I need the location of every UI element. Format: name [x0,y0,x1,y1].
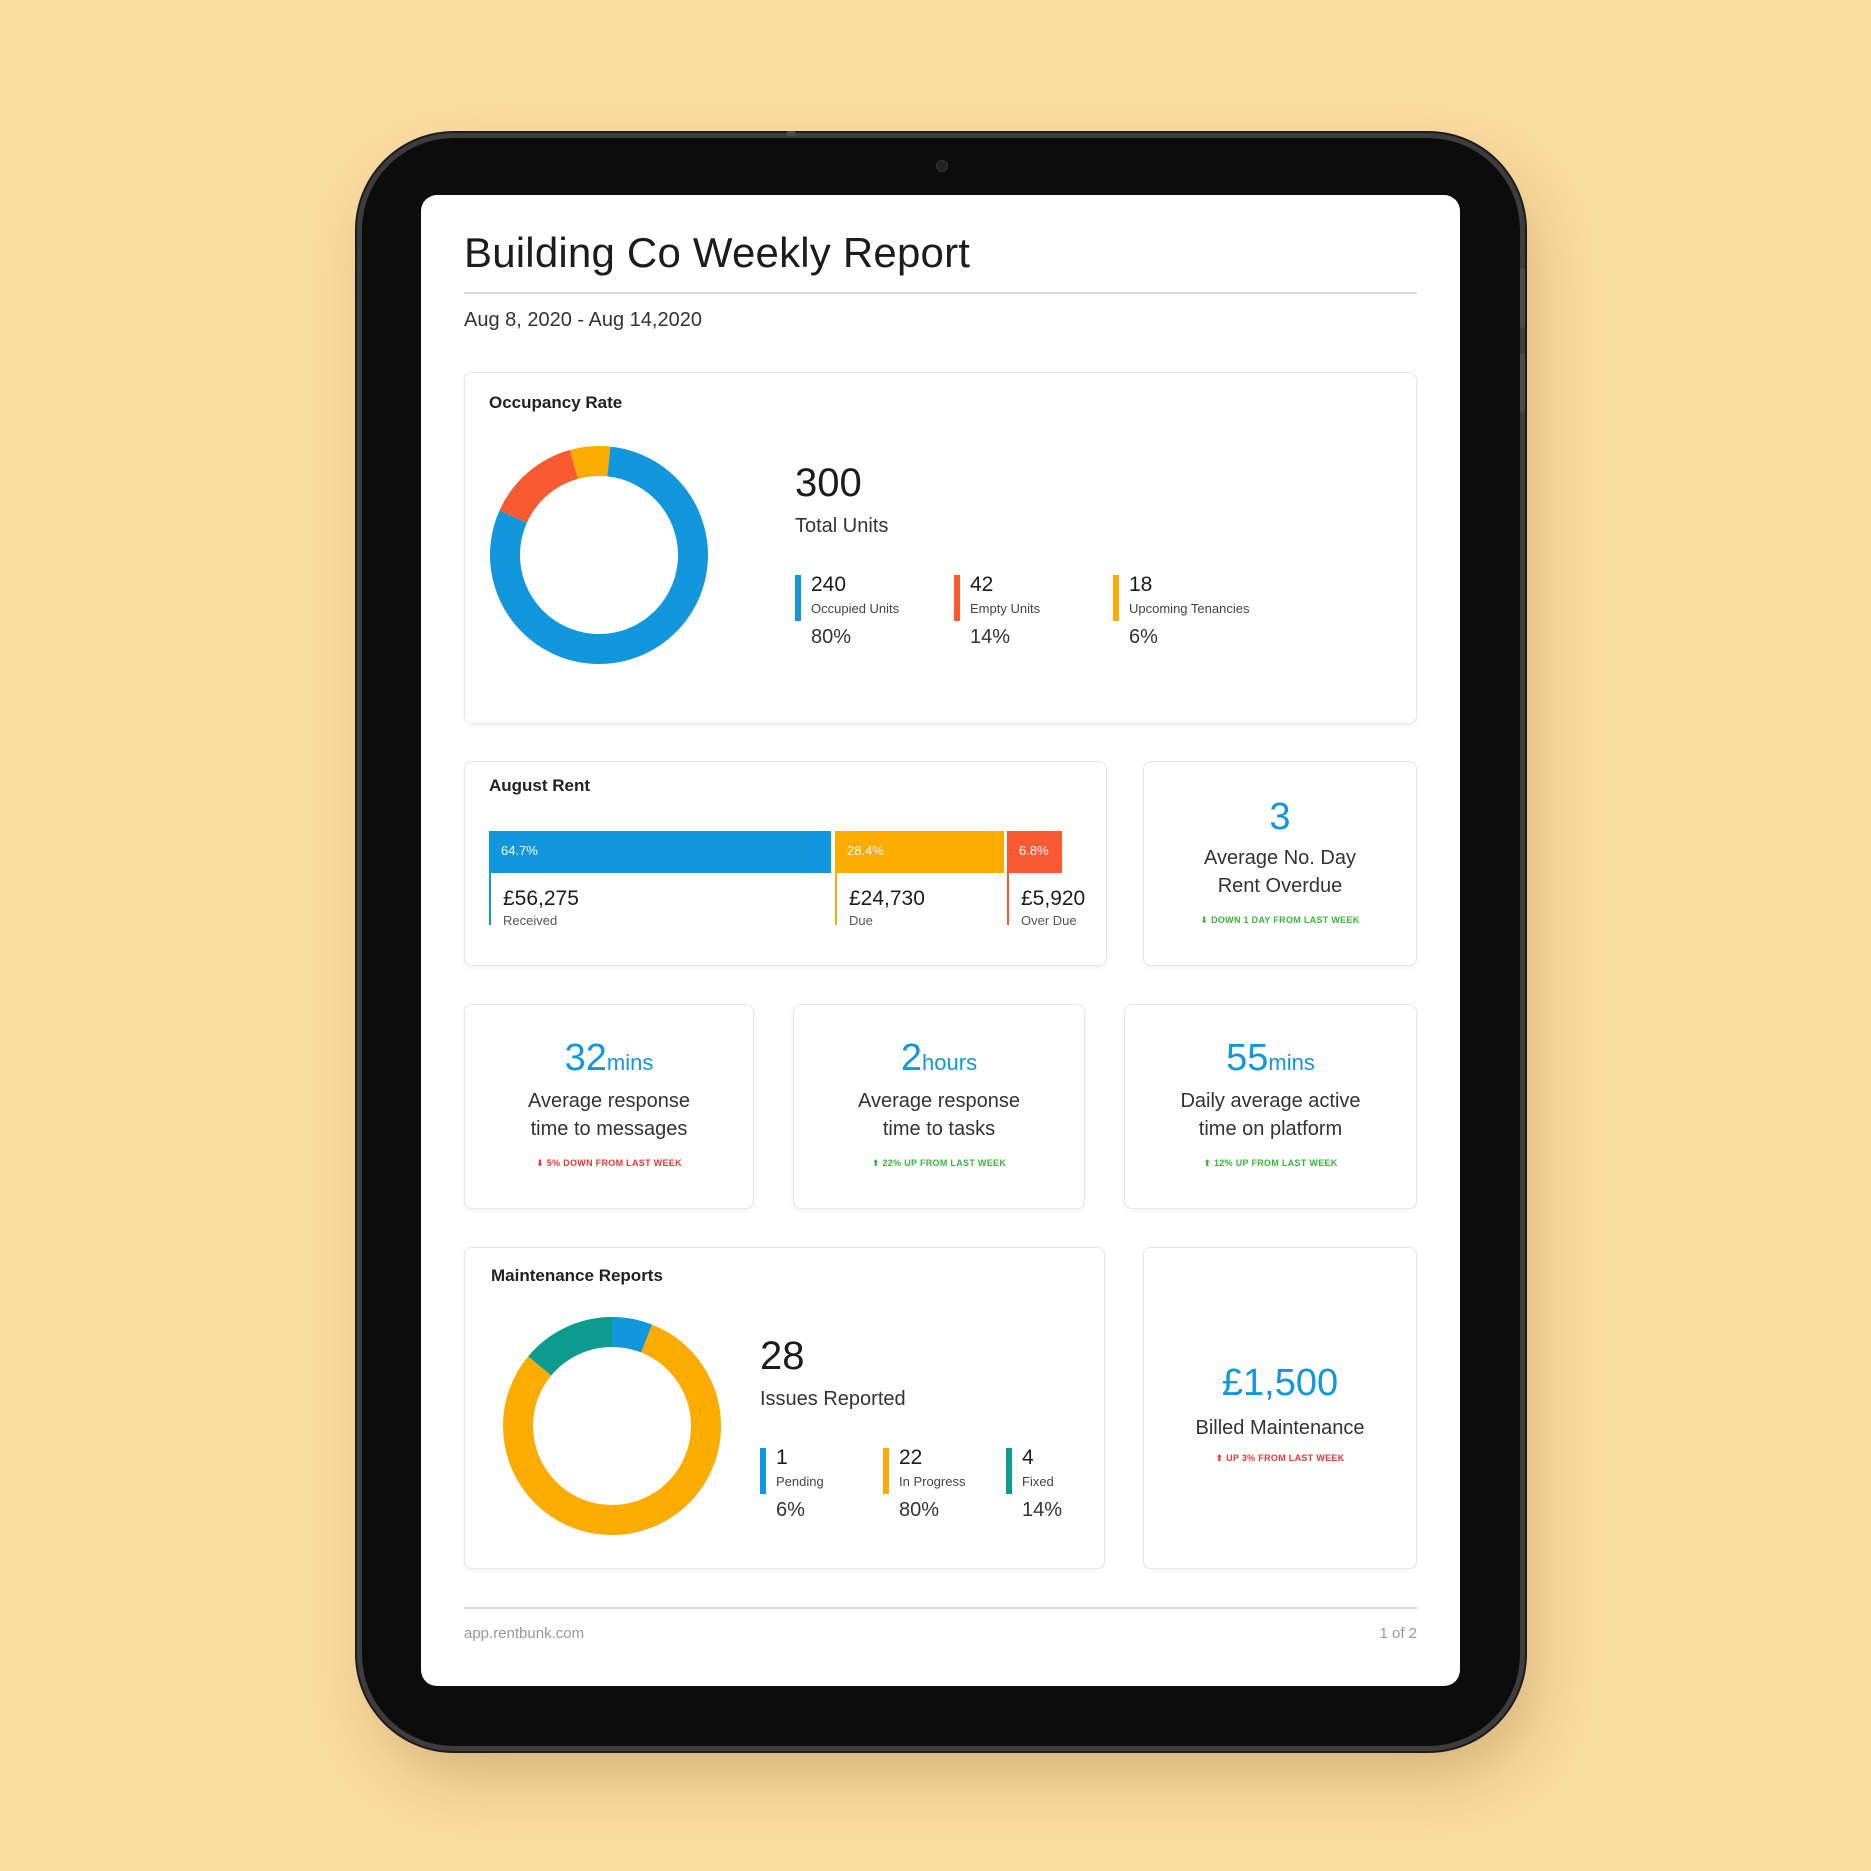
rent-due: £24,730 Due [835,873,925,928]
maintenance-stat-fixed: 4 Fixed 14% [1006,1446,1062,1522]
metric-active-label-1: Daily average active [1180,1090,1361,1112]
overdue-days-label-2: Rent Overdue [1217,875,1343,897]
rent-overdue-amount: £5,920 [1021,887,1086,910]
rent-bar-received: 64.7% [489,831,831,873]
pending-color-bar [760,1448,766,1494]
report-screen: Building Co Weekly Report Aug 8, 2020 - … [421,195,1460,1686]
fixed-color-bar [1006,1448,1012,1494]
occupied-label: Occupied Units [811,601,900,616]
metric-messages-value: 32mins [465,1037,753,1080]
pending-label: Pending [776,1474,824,1489]
footer-page-number: 1 of 2 [1379,1625,1417,1642]
upcoming-color-bar [1113,575,1119,621]
billed-maintenance-value: £1,500 [1221,1362,1339,1404]
metric-messages-unit: mins [606,1050,654,1075]
tablet-device: Building Co Weekly Report Aug 8, 2020 - … [362,131,1525,1746]
rent-overdue-label: Over Due [1021,913,1077,928]
metric-tasks-value: 2hours [794,1037,1084,1080]
rent-title: August Rent [489,776,591,795]
footer-url[interactable]: app.rentbunk.com [464,1625,585,1642]
occupancy-donut-chart [490,446,708,664]
rent-overdue: £5,920 Over Due [1007,873,1086,928]
maintenance-total: 28 [760,1334,805,1378]
maintenance-title: Maintenance Reports [491,1266,663,1285]
metric-tasks-label-2: time to tasks [882,1118,996,1140]
occupancy-card: Occupancy Rate 300 Total Units 240 Occup… [464,372,1417,724]
empty-count: 42 [970,573,994,596]
rent-received-amount: £56,275 [503,887,579,910]
footer-divider [464,1607,1417,1609]
metric-active-unit: mins [1268,1050,1315,1075]
in-progress-percent: 80% [899,1499,940,1521]
fixed-count: 4 [1022,1446,1034,1469]
fixed-label: Fixed [1022,1474,1054,1489]
rent-due-amount: £24,730 [849,887,925,910]
date-range: Aug 8, 2020 - Aug 14,2020 [464,309,702,331]
overdue-days-label-1: Average No. Day [1204,847,1356,869]
occupied-color-bar [795,575,801,621]
metric-card-active-time: 55mins Daily average active time on plat… [1124,1004,1417,1209]
maintenance-stat-pending: 1 Pending 6% [760,1446,824,1522]
pending-percent: 6% [776,1499,805,1521]
upcoming-label: Upcoming Tenancies [1129,601,1250,616]
metric-messages-label-2: time to messages [530,1118,688,1140]
fixed-percent: 14% [1022,1499,1063,1521]
occupancy-total-label: Total Units [795,515,889,537]
metric-messages-label-1: Average response [528,1090,690,1112]
empty-percent: 14% [970,626,1011,648]
empty-color-bar [954,575,960,621]
rent-due-label: Due [849,913,873,928]
occupancy-title: Occupancy Rate [489,393,623,412]
upcoming-count: 18 [1129,573,1153,596]
metric-active-value: 55mins [1125,1037,1416,1080]
rent-bar-overdue: 6.8% [1007,831,1062,873]
maintenance-card: Maintenance Reports 28 Issues Reported 1… [464,1247,1105,1569]
billed-maintenance-label: Billed Maintenance [1195,1417,1365,1439]
overdue-days-value: 3 [1269,796,1291,838]
occupancy-stat-upcoming: 18 Upcoming Tenancies 6% [1113,573,1249,649]
metric-active-trend: ⬆ 12% UP FROM LAST WEEK [1203,1158,1338,1168]
rent-received: £56,275 Received [489,873,579,928]
metric-tasks-label-1: Average response [858,1090,1020,1112]
maintenance-total-label: Issues Reported [760,1388,906,1410]
top-button [786,131,796,136]
maintenance-slice-fixed [503,1317,721,1535]
metric-messages-trend: ⬇ 5% DOWN FROM LAST WEEK [536,1158,682,1168]
pending-count: 1 [776,1446,788,1469]
overdue-days-card: 3 Average No. Day Rent Overdue ⬇ DOWN 1 … [1143,761,1417,966]
metric-tasks-number: 2 [900,1037,923,1079]
rent-received-label: Received [503,913,558,928]
metric-tasks-trend: ⬆ 22% UP FROM LAST WEEK [871,1158,1007,1168]
occupancy-slice-occupied-units [490,446,708,664]
maintenance-donut-chart [503,1317,721,1535]
title-divider [464,292,1417,294]
rent-card: August Rent 64.7% 28.4% 6.8% £56,275 Rec… [464,761,1107,966]
metric-messages-number: 32 [564,1037,607,1079]
metric-tasks-unit: hours [922,1050,978,1075]
occupancy-total: 300 [795,461,862,505]
rent-bar-due: 28.4% [835,831,1004,873]
metric-card-messages: 32mins Average response time to messages… [464,1004,754,1209]
maintenance-stat-in-progress: 22 In Progress 80% [883,1446,965,1522]
camera-icon [936,160,948,172]
billed-maintenance-card: £1,500 Billed Maintenance ⬆ UP 3% FROM L… [1143,1247,1417,1569]
volume-button-2 [1520,353,1525,413]
occupied-count: 240 [811,573,847,596]
occupied-percent: 80% [811,626,852,648]
report-title: Building Co Weekly Report [464,229,971,276]
billed-maintenance-trend: ⬆ UP 3% FROM LAST WEEK [1215,1453,1345,1463]
in-progress-label: In Progress [899,1474,966,1489]
occupancy-stat-empty: 42 Empty Units 14% [954,573,1040,649]
in-progress-count: 22 [899,1446,923,1469]
in-progress-color-bar [883,1448,889,1494]
empty-label: Empty Units [970,601,1041,616]
metric-active-number: 55 [1226,1037,1269,1079]
upcoming-percent: 6% [1129,626,1158,648]
overdue-days-trend: ⬇ DOWN 1 DAY FROM LAST WEEK [1200,915,1360,925]
metric-active-label-2: time on platform [1198,1118,1343,1140]
metric-card-tasks: 2hours Average response time to tasks ⬆ … [793,1004,1085,1209]
occupancy-stat-occupied: 240 Occupied Units 80% [795,573,899,649]
maintenance-slice-in-progress [503,1317,721,1535]
volume-button [1520,268,1525,328]
